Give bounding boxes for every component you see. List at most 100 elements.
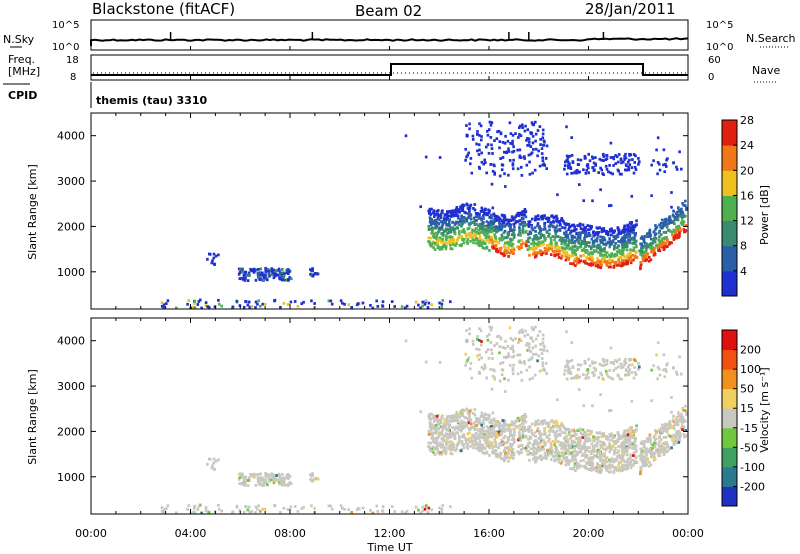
velocity-cell: [502, 459, 506, 463]
velocity-cell: [429, 428, 433, 431]
velocity-cell: [478, 327, 481, 331]
velocity-cell: [310, 504, 313, 508]
velocity-cell: [611, 377, 614, 381]
velocity-cell: [484, 429, 488, 433]
power-cell: [531, 228, 535, 232]
power-cell: [287, 278, 290, 281]
velocity-cell: [593, 438, 596, 442]
power-cell: [538, 229, 542, 233]
power-cell: [274, 274, 277, 278]
velocity-cell: [511, 344, 514, 348]
power-cell: [210, 261, 214, 265]
velocity-cell: [628, 430, 631, 434]
power-cell: [490, 222, 494, 226]
velocity-cell: [464, 438, 468, 442]
velocity-cell: [599, 471, 603, 475]
velocity-cell: [288, 481, 291, 484]
velocity-cell: [580, 454, 584, 457]
velocity-cell: [468, 427, 472, 431]
power-cell: [282, 301, 286, 305]
power-cell: [567, 254, 571, 258]
power-cell: [530, 224, 533, 227]
power-cell: [217, 302, 221, 306]
power-cell: [597, 251, 600, 254]
velocity-cell: [316, 477, 319, 481]
velocity-cell: [617, 358, 621, 361]
velocity-cell: [509, 337, 513, 340]
power-cell: [464, 158, 467, 162]
velocity-cell: [424, 360, 428, 364]
cpid-label: CPID: [8, 89, 37, 102]
power-cell: [604, 164, 608, 168]
velocity-cell: [596, 432, 600, 435]
velocity-cell: [469, 362, 473, 365]
power-cell: [670, 230, 674, 234]
power-cell: [596, 236, 599, 240]
velocity-cell: [570, 341, 573, 344]
power-cell: [625, 255, 629, 259]
power-cell: [488, 249, 491, 252]
power-cell: [509, 227, 512, 231]
power-cell: [504, 251, 508, 255]
velocity-cell: [587, 376, 590, 380]
velocity-cell: [478, 431, 482, 435]
power-cell: [231, 305, 235, 309]
power-cell: [507, 224, 511, 228]
power-cell: [659, 244, 662, 248]
power-cell: [634, 168, 638, 171]
velocity-cell: [624, 361, 628, 365]
power-cell: [516, 148, 519, 152]
power-cell: [405, 304, 409, 308]
power-cell: [677, 228, 681, 232]
velocity-cell: [596, 468, 600, 472]
velocity-cell: [588, 364, 592, 368]
power-cell: [595, 261, 598, 264]
velocity-cell: [644, 459, 648, 463]
velocity-cell: [681, 407, 684, 410]
velocity-cell: [555, 429, 559, 433]
power-cell: [475, 241, 478, 245]
power-cell: [594, 156, 597, 159]
power-cell: [637, 162, 640, 166]
power-cell: [533, 237, 536, 241]
velocity-cell: [593, 450, 596, 453]
velocity-cell: [605, 435, 608, 438]
power-cell: [435, 238, 439, 242]
power-cell: [586, 224, 589, 227]
power-cell: [507, 218, 511, 222]
power-cell: [243, 279, 247, 282]
velocity-cell: [187, 504, 191, 507]
velocity-cell: [635, 450, 638, 454]
velocity-cell: [165, 507, 168, 510]
power-cell: [616, 246, 619, 250]
power-cell: [543, 246, 547, 250]
power-cell: [654, 224, 657, 227]
power-cell: [516, 211, 520, 215]
power-cell: [450, 241, 453, 245]
power-cell: [671, 213, 675, 217]
power-cell: [484, 231, 488, 235]
power-cell: [654, 244, 658, 248]
power-cell: [447, 210, 451, 214]
velocity-cell: [489, 328, 493, 332]
velocity-cell: [193, 511, 197, 515]
power-cell: [518, 126, 521, 129]
power-cell: [637, 157, 640, 160]
power-cell: [478, 244, 481, 248]
velocity-cell: [584, 456, 588, 459]
velocity-cell: [440, 445, 443, 449]
velocity-cell: [486, 348, 490, 351]
velocity-cell: [579, 363, 583, 367]
power-cell: [261, 279, 265, 282]
velocity-cell: [633, 370, 637, 374]
power-cell: [480, 241, 484, 245]
power-cell: [605, 230, 608, 233]
velocity-cell: [490, 387, 494, 391]
power-cell: [541, 217, 544, 221]
power-cell: [571, 249, 574, 252]
power-cell: [565, 125, 568, 129]
power-cell: [578, 170, 581, 174]
velocity-cell: [481, 451, 485, 454]
velocity-cell: [531, 339, 535, 343]
power-cell: [675, 229, 678, 232]
